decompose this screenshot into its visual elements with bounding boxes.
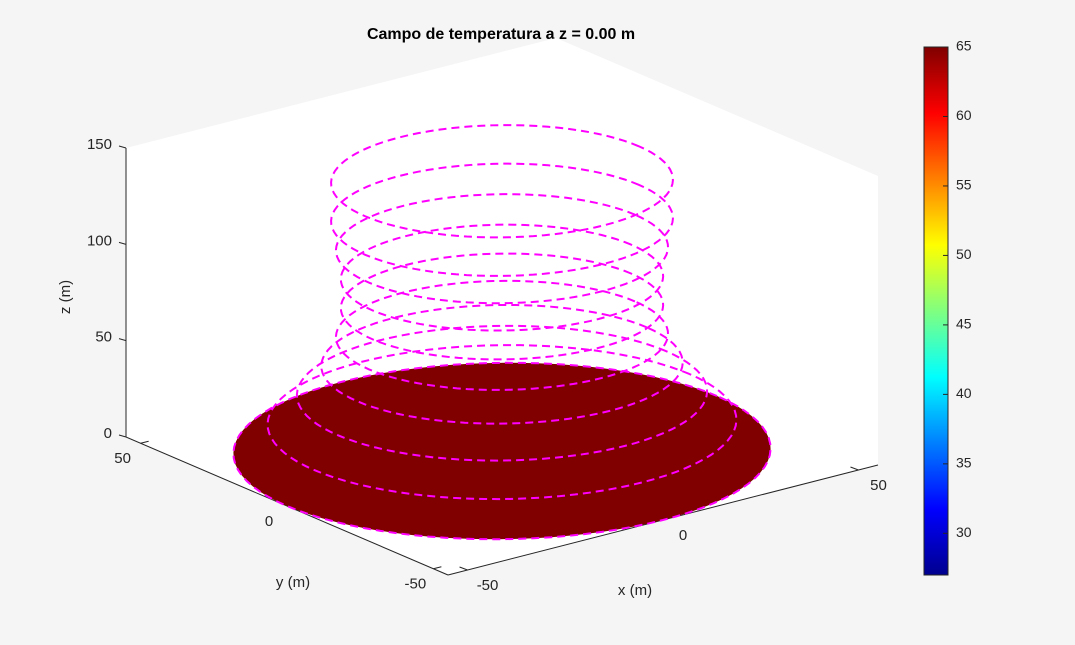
y-tick-label: -50 [405, 576, 427, 593]
colorbar-tick-label: 65 [956, 38, 972, 54]
y-axis-label: y (m) [276, 574, 310, 591]
z-tick [118, 145, 127, 149]
colorbar-tick-label: 60 [956, 107, 972, 123]
tower-ring [330, 162, 674, 277]
tower-ring [339, 252, 665, 361]
x-tick-label: 50 [870, 477, 887, 494]
x-tick [459, 566, 468, 571]
x-tick [850, 466, 859, 471]
z-tick [118, 338, 127, 342]
colorbar-tick-label: 55 [956, 177, 972, 193]
tower-ring [320, 303, 684, 425]
tower-ring [334, 279, 670, 391]
colorbar-tick-label: 40 [956, 385, 972, 401]
chart-title: Campo de temperatura a z = 0.00 m [367, 26, 635, 43]
z-tick-label: 100 [87, 232, 112, 249]
colorbar-tick-label: 35 [956, 455, 972, 471]
y-tick [433, 566, 442, 570]
z-tick [118, 241, 127, 245]
colorbar [923, 46, 949, 576]
tower-ring [334, 193, 670, 305]
z-tick [118, 434, 127, 438]
x-tick-label: 0 [679, 527, 687, 544]
y-tick-label: 0 [265, 513, 273, 530]
z-tick-label: 150 [87, 136, 112, 153]
z-axis-label: z (m) [57, 280, 74, 314]
z-tick-label: 50 [95, 329, 112, 346]
colorbar-tick-label: 50 [956, 246, 972, 262]
colorbar-tick-label: 45 [956, 316, 972, 332]
tower-ring [266, 344, 738, 501]
tower-ring [330, 124, 674, 239]
x-tick-label: -50 [477, 577, 499, 594]
tower-ring [295, 324, 709, 462]
z-tick-label: 0 [104, 425, 112, 442]
y-tick [140, 440, 149, 444]
x-axis-label: x (m) [618, 582, 652, 599]
temperature-disk [233, 362, 771, 540]
tower-ring [339, 223, 665, 332]
tower-ring [232, 361, 772, 541]
colorbar-tick-label: 30 [956, 524, 972, 540]
y-tick-label: 50 [114, 450, 131, 467]
